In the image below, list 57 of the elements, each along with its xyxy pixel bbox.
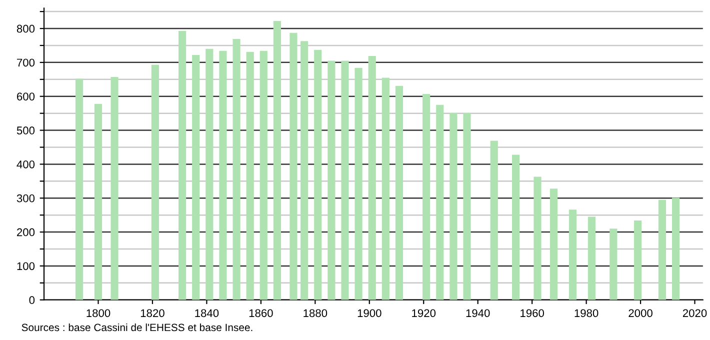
bar [634,220,642,300]
bar [382,78,390,300]
bar [206,48,214,300]
bar [672,198,680,300]
bar [436,104,444,300]
bar [94,104,102,300]
x-tick-label: 2000 [628,309,652,318]
bar [450,112,458,300]
x-tick-label: 2020 [682,309,707,318]
bar [395,86,404,300]
bar [463,112,471,300]
source-note: Sources : base Cassini de l'EHESS et base Insee. [22,323,252,332]
bar [588,216,596,300]
y-tick-label: 100 [17,262,35,270]
x-tick-label: 1820 [140,309,164,318]
x-tick-label: 1940 [466,309,490,318]
y-tick-label: 600 [17,92,35,100]
bar [512,154,520,300]
bar [368,56,376,300]
bar [490,140,498,300]
bar [550,188,558,300]
x-tick-label: 1840 [195,309,219,318]
bar [314,50,322,300]
bar [328,60,336,300]
bar [219,50,227,300]
bar [534,176,542,300]
bar [110,77,118,300]
x-tick-label: 1920 [412,309,436,318]
bar [260,50,268,300]
x-tick-label: 1800 [86,309,110,318]
bar [246,52,254,300]
bar [422,94,430,300]
x-tick-label: 1880 [304,309,328,318]
bar [354,68,362,300]
bar [273,21,281,300]
x-tick-label: 1900 [358,309,382,318]
bar [658,200,666,300]
y-tick-label: 800 [16,24,35,33]
bar [151,64,159,300]
y-tick-label: 400 [16,160,35,168]
bar [192,54,200,300]
y-tick-label: 700 [17,58,35,67]
x-tick-label: 1980 [574,309,598,318]
bar [290,32,298,300]
bar [232,39,240,300]
y-tick-label: 0 [29,296,35,304]
y-tick-label: 200 [17,228,35,236]
bar [178,30,186,300]
y-tick-label: 300 [16,194,35,202]
x-tick-label: 1960 [520,309,544,318]
x-tick-label: 1860 [249,309,273,318]
bar [610,228,618,300]
bar [341,60,349,300]
bar [568,210,577,300]
y-tick-label: 500 [16,126,35,134]
bar [75,78,84,300]
bar [300,41,308,300]
